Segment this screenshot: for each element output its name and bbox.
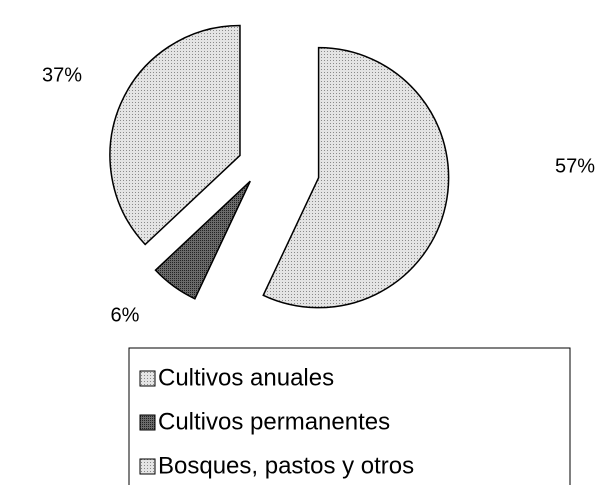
legend-box: [128, 347, 571, 485]
legend-swatch: [139, 458, 156, 475]
data-label: 37%: [42, 64, 82, 86]
legend-label: Cultivos anuales: [158, 364, 334, 391]
pie-slice: [262, 46, 450, 309]
data-label: 57%: [555, 155, 595, 177]
legend-label: Cultivos permanentes: [158, 408, 390, 435]
legend-swatch: [139, 414, 156, 431]
data-label: 6%: [111, 304, 140, 326]
pie-slice: [109, 24, 241, 246]
pie-slice: [154, 180, 251, 300]
legend-swatch: [139, 370, 156, 387]
legend-label: Bosques, pastos y otros: [158, 452, 414, 479]
